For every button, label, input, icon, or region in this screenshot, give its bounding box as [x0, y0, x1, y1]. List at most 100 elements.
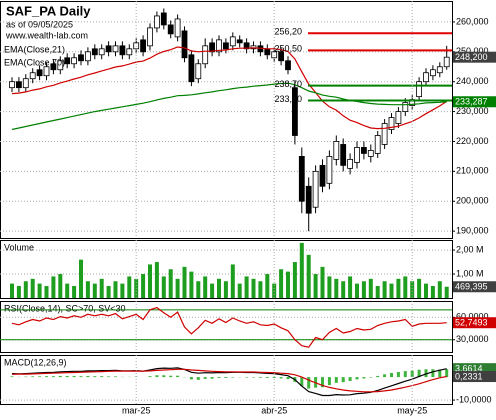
candle-body — [22, 78, 29, 89]
volume-bar — [348, 276, 353, 298]
volume-bar — [223, 281, 228, 298]
volume-bar — [237, 283, 242, 298]
histogram-bar — [38, 376, 42, 378]
histogram-bar — [31, 376, 35, 378]
histogram-bar — [258, 377, 262, 378]
volume-bar — [230, 264, 235, 298]
candle-body — [167, 24, 174, 35]
volume-bar — [182, 266, 187, 298]
candle-body — [29, 72, 36, 80]
candle-body — [423, 72, 429, 83]
histogram-bar — [114, 376, 117, 378]
panel — [0, 1, 453, 239]
candle-body — [243, 42, 250, 50]
volume-bar — [437, 281, 442, 298]
volume-bar — [424, 283, 428, 298]
volume-bar — [16, 286, 21, 298]
volume-bar — [10, 283, 14, 298]
y-tick-label: 30,0000 — [456, 334, 489, 344]
volume-bar — [154, 262, 159, 298]
volume-bar — [196, 281, 201, 298]
candle-body — [195, 63, 202, 80]
histogram-bar — [334, 377, 338, 383]
histogram-bar — [196, 377, 200, 380]
histogram-bar — [445, 369, 449, 378]
volume-bar — [368, 278, 373, 298]
x-tick-label: may-25 — [397, 405, 427, 415]
histogram-bar — [155, 375, 159, 378]
y-tick-label: -10,0000 — [456, 394, 492, 404]
histogram-bar — [327, 377, 331, 386]
volume-bar — [203, 276, 208, 298]
candle-body — [347, 158, 354, 169]
volume-bar — [355, 283, 359, 298]
volume-bar — [113, 281, 118, 298]
candle-body — [147, 27, 153, 47]
histogram-bar — [58, 375, 62, 378]
histogram-bar — [362, 377, 366, 379]
volume-bar — [417, 278, 422, 298]
candle-body — [381, 123, 388, 145]
y-tick-label: 1,00 M — [456, 268, 484, 278]
volume-bar — [279, 269, 284, 298]
candle-body — [222, 42, 229, 50]
volume-bar — [30, 278, 35, 298]
volume-bar — [410, 281, 415, 298]
candle-body — [388, 117, 395, 130]
value-badge-label: 0,2331 — [455, 371, 483, 381]
candle-body — [119, 45, 126, 56]
level-label: 250,50 — [274, 44, 302, 54]
value-badge-label: 52,7493 — [455, 318, 488, 328]
histogram-bar — [100, 376, 104, 378]
volume-bar — [444, 286, 449, 298]
candle-body — [340, 144, 347, 166]
histogram-bar — [93, 376, 97, 378]
histogram-bar — [148, 376, 152, 378]
y-tick-label: 220,000 — [456, 136, 489, 146]
histogram-bar — [341, 377, 345, 383]
candle-body — [209, 42, 216, 53]
series-line — [11, 82, 447, 131]
x-tick-label: abr-25 — [261, 405, 287, 415]
candle-body — [416, 81, 423, 98]
candle-body — [374, 135, 381, 154]
histogram-bar — [279, 377, 283, 379]
candle-body — [354, 147, 360, 163]
histogram-bar — [424, 369, 428, 378]
series-line — [11, 46, 448, 130]
histogram-bar — [45, 376, 48, 378]
candle-body — [367, 150, 374, 157]
panel — [0, 301, 453, 353]
candle-body — [298, 156, 305, 202]
candle-body — [9, 81, 15, 89]
volume-bar — [327, 276, 332, 298]
histogram-bar — [10, 376, 14, 378]
histogram-bar — [355, 377, 359, 380]
value-badge-label: 248,200 — [455, 52, 488, 62]
value-badge — [453, 51, 496, 63]
level-label: 238,70 — [274, 79, 302, 89]
volume-bar — [127, 276, 132, 298]
candle-body — [188, 54, 195, 83]
volume-bar — [23, 281, 28, 298]
volume-bar — [265, 274, 270, 298]
histogram-bar — [189, 377, 193, 380]
candle-body — [443, 56, 450, 68]
y-tick-label: 60,0000 — [456, 312, 489, 322]
candle-body — [36, 69, 43, 77]
chart-subtitle: as of 09/05/2025 — [6, 19, 73, 29]
volume-bar — [189, 271, 194, 298]
candle-body — [174, 18, 181, 38]
panel-title: MACD(12,26,9) — [4, 357, 67, 367]
histogram-bar — [51, 376, 55, 378]
histogram-bar — [383, 374, 387, 378]
volume-bar — [106, 286, 111, 298]
candle-body — [312, 170, 319, 208]
candle-body — [319, 164, 326, 187]
volume-bar — [72, 286, 77, 298]
candle-body — [264, 48, 271, 56]
candle-body — [64, 57, 71, 65]
volume-bar — [210, 283, 215, 298]
candle-body — [202, 45, 209, 65]
volume-bar — [65, 283, 70, 298]
